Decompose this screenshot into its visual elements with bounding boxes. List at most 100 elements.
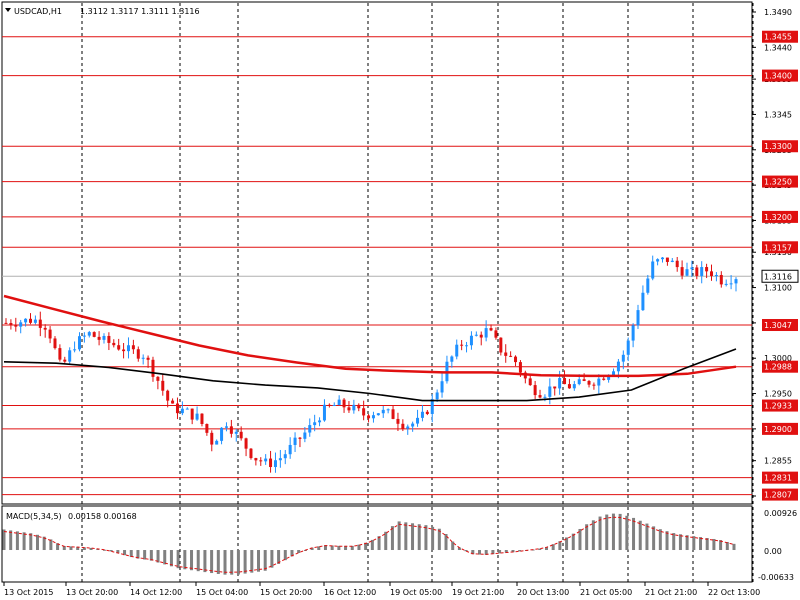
macd-bar bbox=[310, 547, 314, 551]
macd-bar bbox=[544, 547, 548, 551]
candle-body bbox=[273, 460, 277, 468]
ma-line bbox=[3, 348, 737, 402]
x-tick-label: 19 Oct 21:00 bbox=[452, 588, 504, 597]
macd-bar bbox=[571, 533, 575, 551]
candle-body bbox=[631, 325, 635, 341]
candle-body bbox=[313, 422, 317, 426]
candle-body bbox=[553, 386, 557, 389]
macd-bar bbox=[62, 546, 66, 551]
macd-bar bbox=[518, 550, 522, 552]
macd-bar bbox=[344, 545, 348, 551]
level-badge bbox=[762, 422, 798, 435]
macd-bar bbox=[538, 548, 542, 551]
y-tick-label: 1.3345 bbox=[764, 110, 792, 119]
candle-body bbox=[538, 395, 542, 398]
macd-histogram bbox=[2, 513, 736, 575]
candle-body bbox=[171, 400, 175, 404]
level-label: 1.3200 bbox=[764, 213, 792, 222]
candle-body bbox=[406, 426, 410, 429]
candle-body bbox=[499, 337, 503, 353]
candle-body bbox=[337, 399, 341, 406]
macd-bar bbox=[478, 550, 482, 555]
candle-body bbox=[288, 444, 292, 455]
macd-bar bbox=[109, 550, 113, 552]
candle-body bbox=[298, 437, 302, 439]
level-badge bbox=[762, 360, 798, 373]
macd-bar bbox=[411, 523, 415, 551]
macd-bar bbox=[732, 543, 736, 551]
candle-body bbox=[87, 332, 91, 336]
candle-body bbox=[509, 355, 513, 357]
candle-body bbox=[215, 440, 219, 445]
macd-bar bbox=[384, 531, 388, 551]
candle-body bbox=[254, 458, 258, 461]
macd-bar bbox=[605, 514, 609, 551]
level-label: 1.3455 bbox=[764, 33, 792, 42]
macd-bar bbox=[364, 542, 368, 551]
x-tick-label: 13 Oct 20:00 bbox=[66, 588, 118, 597]
macd-bar bbox=[129, 550, 133, 558]
macd-bar bbox=[444, 534, 448, 551]
macd-bar bbox=[2, 529, 6, 551]
level-badge bbox=[762, 241, 798, 254]
level-label: 1.2831 bbox=[764, 474, 792, 483]
macd-bar bbox=[598, 516, 602, 551]
macd-bar bbox=[56, 543, 60, 551]
candle-body bbox=[724, 283, 728, 285]
candle-body bbox=[411, 423, 415, 427]
candle-body bbox=[303, 432, 307, 439]
candle-body bbox=[234, 431, 238, 434]
macd-bar bbox=[69, 546, 73, 551]
candle-body bbox=[690, 267, 694, 270]
candle-body bbox=[117, 345, 121, 350]
candle-body bbox=[435, 392, 439, 400]
macd-bar bbox=[712, 538, 716, 551]
candle-body bbox=[675, 260, 679, 268]
macd-bar bbox=[136, 550, 140, 559]
candle-body bbox=[249, 448, 253, 459]
candle-body bbox=[489, 328, 493, 331]
candle-body bbox=[548, 386, 552, 397]
x-tick-label: 19 Oct 05:00 bbox=[390, 588, 442, 597]
macd-bar bbox=[323, 545, 327, 551]
macd-bar bbox=[370, 539, 374, 551]
candle-body bbox=[244, 438, 248, 449]
candle-body bbox=[200, 413, 204, 424]
macd-bar bbox=[317, 546, 321, 551]
y-tick-label: 1.3440 bbox=[764, 43, 792, 52]
macd-bar bbox=[96, 548, 100, 551]
candle-body bbox=[175, 403, 179, 414]
x-tick-label: 14 Oct 12:00 bbox=[130, 588, 182, 597]
macd-bar bbox=[350, 545, 354, 551]
macd-bar bbox=[685, 535, 689, 551]
y-tick-label: 1.2855 bbox=[764, 457, 792, 466]
candle-body bbox=[352, 404, 356, 411]
candle-body bbox=[38, 319, 42, 328]
macd-bar bbox=[203, 550, 207, 573]
level-badge bbox=[762, 30, 798, 43]
candle-body bbox=[616, 361, 620, 372]
level-badge bbox=[762, 399, 798, 412]
macd-bar bbox=[511, 550, 515, 553]
macd-bar bbox=[484, 550, 488, 555]
macd-bar bbox=[645, 523, 649, 551]
candle-body bbox=[469, 335, 473, 346]
level-label: 1.2933 bbox=[764, 402, 792, 411]
candle-body bbox=[592, 384, 596, 386]
candle-body bbox=[308, 425, 312, 433]
macd-bar bbox=[457, 547, 461, 551]
candle-body bbox=[68, 350, 72, 362]
macd-bar bbox=[705, 538, 709, 551]
candle-body bbox=[357, 404, 361, 409]
candle-body bbox=[514, 356, 518, 363]
candle-body bbox=[474, 334, 478, 336]
macd-bar bbox=[565, 537, 569, 551]
macd-bar bbox=[89, 547, 93, 551]
candle-body bbox=[714, 274, 718, 276]
candle-body bbox=[161, 380, 165, 391]
symbol-menu-icon[interactable] bbox=[5, 8, 11, 12]
level-badge bbox=[762, 488, 798, 501]
level-labels: 1.3455 1.3400 1.3300 1.3250 1.3200 1.3157 1.30… bbox=[761, 30, 799, 501]
macd-bar bbox=[491, 550, 495, 555]
